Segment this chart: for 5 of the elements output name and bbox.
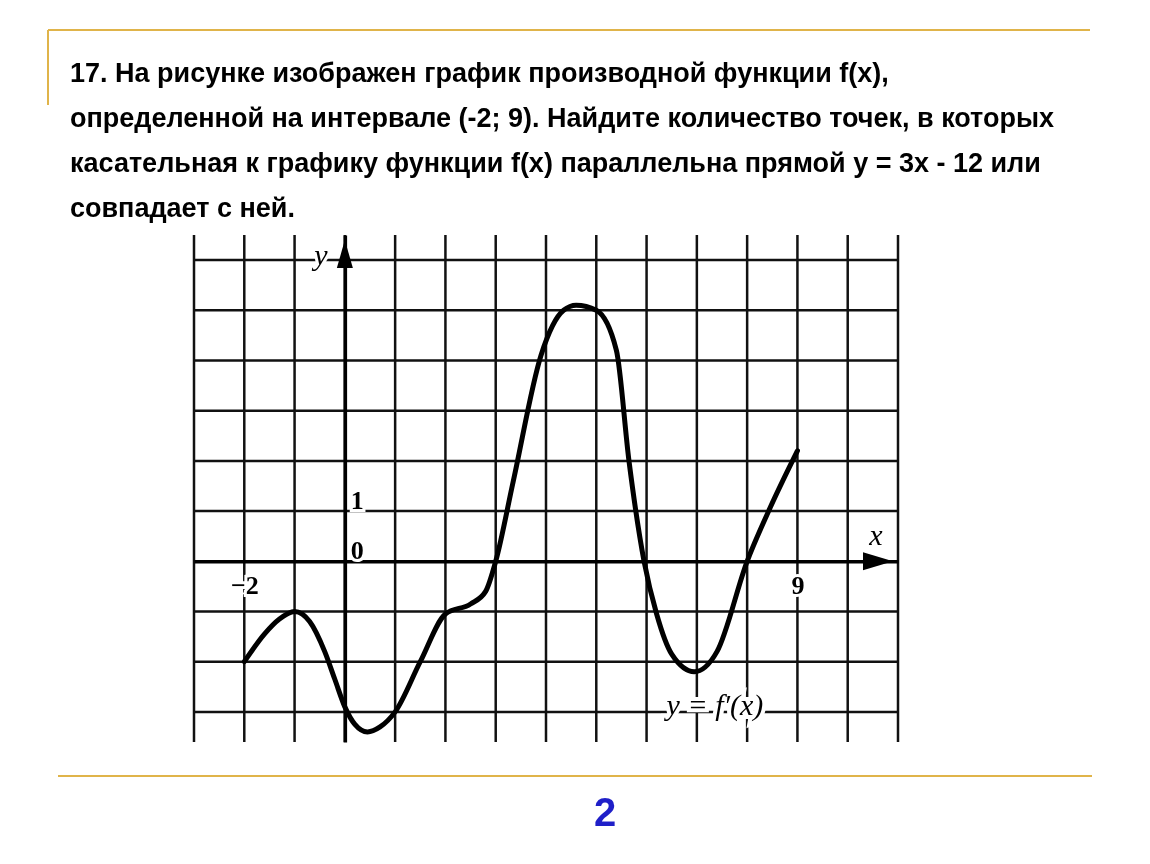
chart-title: 17. На рисунке изображен график производной функции f(x), определенной на интервале (-2; 9). Найдите количество точек, в которых касательная к графику функции f(x) параллельна прямой y = 3x - 12 или совпадает с ней. xyxy=(70,58,1055,223)
y-tick-label: 1 xyxy=(350,485,364,515)
text: 2 xyxy=(593,790,617,834)
y-tick-label: 0 xyxy=(350,536,364,566)
x-axis-title: x xyxy=(868,518,884,552)
